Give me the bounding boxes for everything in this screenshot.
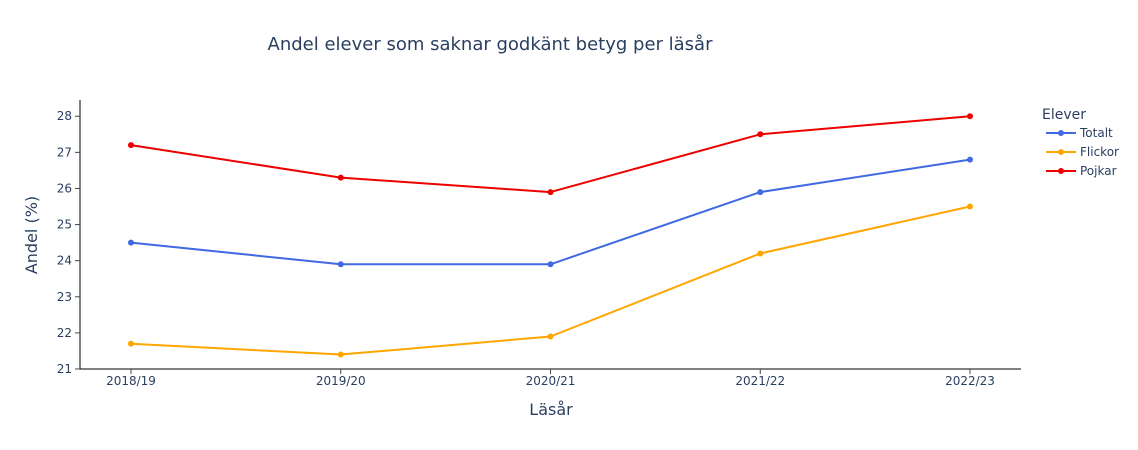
legend-marker-totalt — [1058, 130, 1064, 136]
data-point-totalt — [967, 156, 973, 163]
data-point-pojkar — [547, 189, 554, 196]
data-point-flickor — [967, 203, 973, 210]
data-point-pojkar — [967, 113, 973, 120]
data-point-flickor — [337, 351, 344, 358]
legend-label-totalt: Totalt — [1079, 126, 1113, 140]
data-point-flickor — [128, 340, 134, 347]
x-tick-label: 2018/19 — [106, 374, 156, 388]
y-tick-label: 28 — [57, 109, 72, 123]
axes: 21 22 23 24 25 26 27 28 2018/19 2019/20 2020/21 202… — [57, 100, 1021, 388]
y-tick-label: 26 — [57, 181, 72, 195]
data-point-totalt — [757, 189, 764, 196]
legend-label-pojkar: Pojkar — [1080, 164, 1117, 178]
legend-marker-pojkar — [1058, 168, 1064, 174]
legend-item-flickor: Flickor — [1046, 145, 1119, 159]
y-tick-label: 24 — [57, 254, 72, 268]
data-point-pojkar — [337, 174, 344, 181]
x-axis-title: Läsår — [529, 400, 573, 419]
y-tick-label: 25 — [57, 218, 72, 232]
chart-title: Andel elever som saknar godkänt betyg pe… — [268, 34, 714, 55]
data-point-totalt — [128, 239, 134, 246]
data-point-flickor — [757, 250, 764, 257]
y-axis-title: Andel (%) — [22, 196, 41, 274]
legend-item-pojkar: Pojkar — [1046, 164, 1117, 178]
y-tick-label: 23 — [57, 290, 72, 304]
x-tick-label: 2021/22 — [735, 374, 785, 388]
data-point-flickor — [547, 333, 554, 340]
data-point-pojkar — [128, 142, 134, 149]
legend: Elever Totalt Flickor Pojkar — [1042, 107, 1119, 178]
data-point-pojkar — [757, 131, 764, 138]
legend-item-totalt: Totalt — [1046, 126, 1113, 140]
legend-label-flickor: Flickor — [1080, 145, 1119, 159]
x-tick-label: 2020/21 — [526, 374, 576, 388]
series-line-pojkar — [130, 115, 971, 194]
series-line-flickor — [130, 205, 971, 356]
y-tick-label: 22 — [57, 326, 72, 340]
data-point-totalt — [547, 261, 554, 268]
series-line-totalt — [130, 158, 971, 266]
plot-area — [128, 113, 973, 358]
y-tick-label: 21 — [57, 362, 72, 376]
legend-title: Elever — [1042, 107, 1086, 123]
data-point-totalt — [337, 261, 344, 268]
x-tick-label: 2022/23 — [945, 374, 995, 388]
legend-marker-flickor — [1058, 149, 1064, 155]
y-tick-label: 27 — [57, 145, 72, 159]
x-tick-label: 2019/20 — [316, 374, 366, 388]
